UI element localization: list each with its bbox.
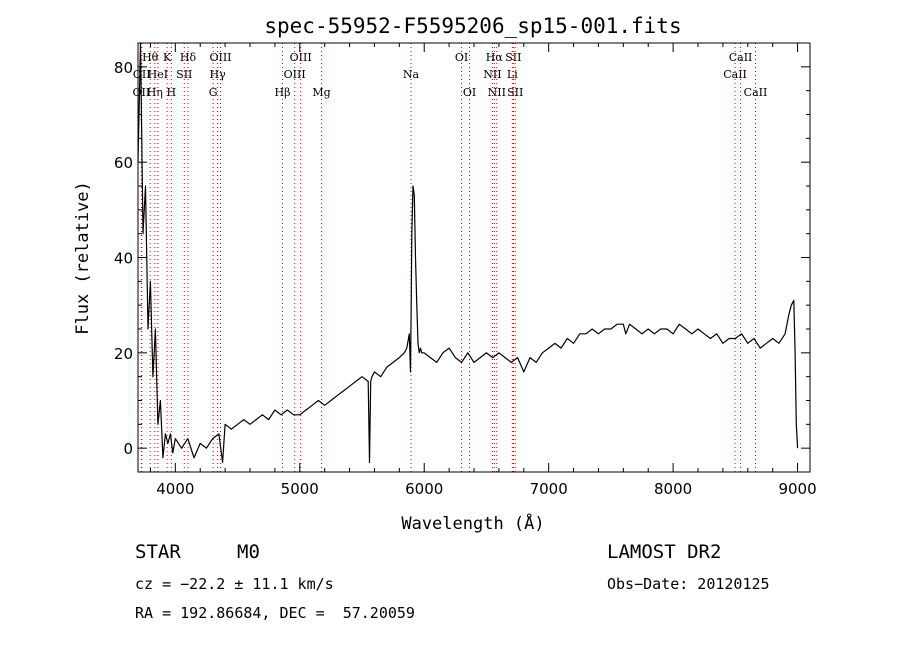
line-label-18: OI — [463, 86, 476, 99]
line-label-3: Hη — [147, 86, 163, 99]
line-label-1: OII — [133, 68, 151, 81]
line-label-9: G — [209, 86, 218, 99]
y-tick-label-2: 40 — [114, 250, 133, 268]
x-tick-label-1: 5000 — [281, 480, 319, 498]
observation-date: Obs−Date: 20120125 — [607, 575, 770, 593]
x-axis-label: Wavelength (Å) — [401, 512, 544, 534]
line-label-21: NII — [488, 86, 506, 99]
line-label-6: H — [167, 86, 177, 99]
line-label-13: OIII — [284, 68, 306, 81]
spectrum-line — [137, 42, 799, 464]
line-label-2: Hθ — [142, 51, 159, 64]
line-label-14: OIII — [290, 51, 312, 64]
line-label-4: HeI — [148, 68, 168, 81]
y-tick-label-4: 80 — [114, 59, 133, 77]
object-subclass: M0 — [237, 541, 260, 563]
line-label-24: SII — [507, 86, 523, 99]
line-label-26: CaII — [729, 51, 753, 64]
x-tick-label-0: 4000 — [156, 480, 194, 498]
redshift-velocity: cz = −22.2 ± 11.1 km/s — [135, 575, 334, 593]
x-tick-label-3: 7000 — [530, 480, 568, 498]
x-tick-label-5: 9000 — [778, 480, 816, 498]
line-label-20: Hα — [486, 51, 504, 64]
x-tick-label-4: 8000 — [654, 480, 692, 498]
line-label-22: Li — [507, 68, 518, 81]
object-class: STAR — [135, 541, 181, 563]
survey-name: LAMOST DR2 — [607, 541, 722, 563]
line-label-19: NII — [483, 68, 501, 81]
line-label-27: CaII — [744, 86, 768, 99]
line-label-23: SII — [505, 51, 521, 64]
line-label-8: Hδ — [180, 51, 197, 64]
y-tick-label-3: 60 — [114, 154, 133, 172]
plot-frame — [137, 42, 811, 473]
line-label-15: Mg — [312, 86, 330, 99]
y-axis-label: Flux (relative) — [73, 181, 93, 335]
sky-coordinates: RA = 192.86684, DEC = 57.20059 — [135, 604, 415, 622]
chart-title: spec-55952-F5595206_sp15-001.fits — [264, 14, 681, 38]
line-label-25: CaII — [723, 68, 747, 81]
y-tick-label-0: 0 — [123, 440, 133, 458]
line-label-17: OI — [455, 51, 468, 64]
line-label-12: Hβ — [275, 86, 291, 99]
line-label-5: K — [163, 51, 172, 64]
line-label-7: SII — [176, 68, 192, 81]
line-label-10: Hγ — [210, 68, 227, 81]
x-tick-label-2: 6000 — [405, 480, 443, 498]
y-tick-label-1: 20 — [114, 345, 133, 363]
line-label-16: Na — [403, 68, 420, 81]
line-label-11: OIII — [209, 51, 231, 64]
